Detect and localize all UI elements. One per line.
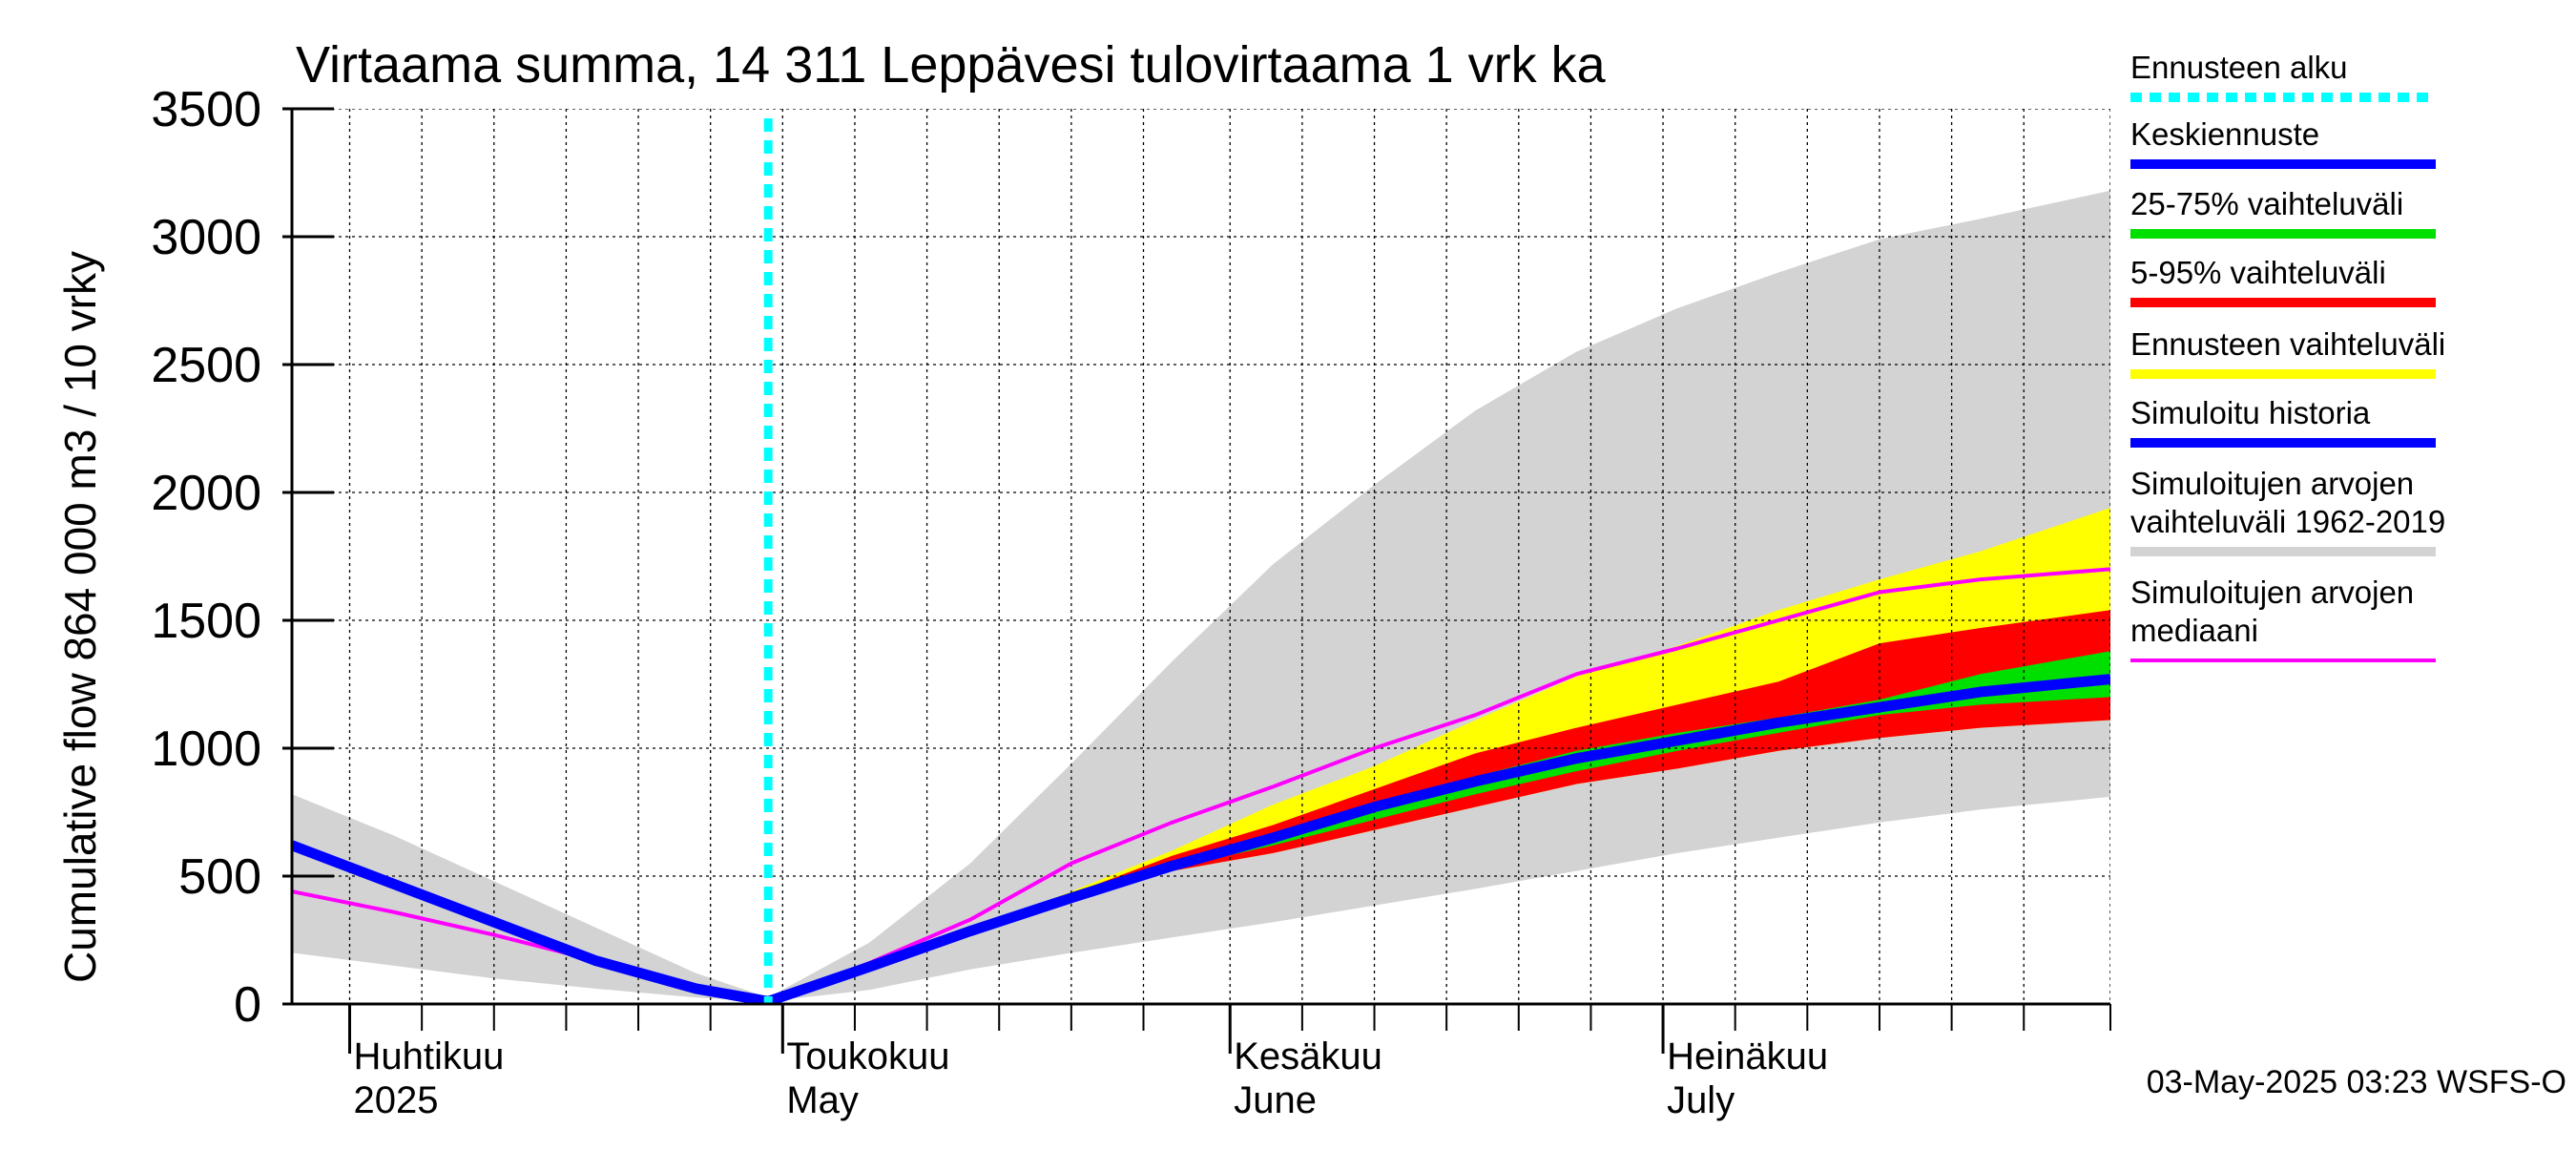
- line-keskiennuste: [766, 674, 2110, 1004]
- y-tick-label: 0: [234, 977, 261, 1033]
- legend-label: mediaani: [2130, 613, 2258, 648]
- legend: Ennusteen alku Keskiennuste 25-75% vaihtel…: [2130, 50, 2445, 662]
- y-tick-label: 1500: [151, 594, 261, 649]
- legend-label: vaihteluväli 1962-2019: [2130, 504, 2445, 539]
- x-tick-label: Huhtikuu: [354, 1035, 505, 1077]
- y-tick-label: 3000: [151, 210, 261, 265]
- legend-label: Simuloitu historia: [2130, 395, 2371, 430]
- legend-label: 5-95% vaihteluväli: [2130, 255, 2386, 290]
- band-simuloitujen-arvojen-vaihteluv-li-1962-2019: [292, 190, 2110, 1002]
- legend-label: Keskiennuste: [2130, 116, 2319, 152]
- plot-area: [292, 109, 2110, 1004]
- y-tick-label: 2500: [151, 338, 261, 393]
- y-tick-label: 500: [178, 849, 261, 905]
- axes: 0 500 1000 1500 2000 2500 3000 3500 Huhtikuu2025…: [151, 82, 2111, 1121]
- y-axis-label: Cumulative flow 864 000 m3 / 10 vrky: [55, 251, 105, 983]
- legend-label: Ennusteen vaihteluväli: [2130, 326, 2445, 362]
- x-tick-label: Heinäkuu: [1667, 1035, 1828, 1077]
- legend-label: Simuloitujen arvojen: [2130, 466, 2414, 501]
- band-5-95-vaihteluv-li: [768, 610, 2110, 1002]
- band-25-75-vaihteluv-li: [768, 651, 2110, 1002]
- x-tick-label: July: [1667, 1079, 1735, 1121]
- grid: [292, 109, 2110, 1004]
- band-ennusteen-vaihteluv-li: [768, 508, 2110, 1002]
- legend-label: Simuloitujen arvojen: [2130, 575, 2414, 610]
- x-tick-label: 2025: [354, 1079, 439, 1121]
- footer-timestamp: 03-May-2025 03:23 WSFS-O: [2147, 1064, 2566, 1100]
- legend-label: 25-75% vaihteluväli: [2130, 186, 2403, 221]
- y-tick-label: 2000: [151, 466, 261, 521]
- chart-title: Virtaama summa, 14 311 Leppävesi tulovir…: [296, 36, 1607, 94]
- y-tick-label: 3500: [151, 82, 261, 137]
- x-tick-label: June: [1234, 1079, 1317, 1121]
- x-tick-label: Toukokuu: [786, 1035, 949, 1077]
- line-simuloitu-historia: [292, 840, 770, 1004]
- x-tick-label: May: [786, 1079, 859, 1121]
- legend-label: Ennusteen alku: [2130, 50, 2348, 85]
- x-tick-label: Kesäkuu: [1234, 1035, 1382, 1077]
- y-tick-label: 1000: [151, 721, 261, 777]
